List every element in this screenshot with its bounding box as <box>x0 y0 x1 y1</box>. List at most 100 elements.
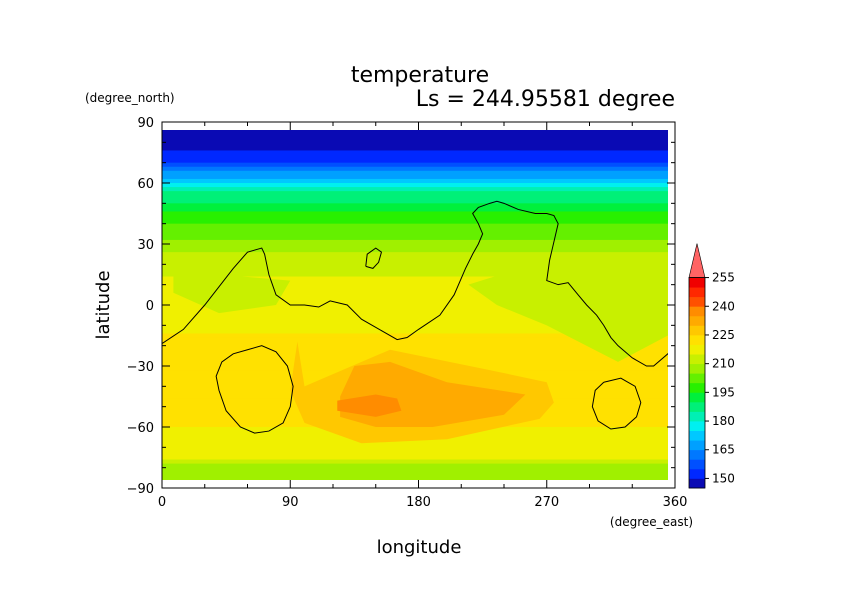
colorbar-swatch <box>689 344 705 355</box>
colorbar-swatch <box>689 315 705 326</box>
temperature-band <box>162 158 668 164</box>
temperature-band <box>162 166 668 172</box>
temperature-band <box>162 211 668 217</box>
y-axis-label: latitude <box>93 270 114 339</box>
colorbar-label: 180 <box>712 414 735 428</box>
cool-region <box>589 268 661 322</box>
temperature-band <box>162 313 668 318</box>
colorbar-label: 255 <box>712 271 735 285</box>
temperature-band <box>162 227 668 233</box>
temperature-band <box>162 244 668 249</box>
temperature-band <box>162 183 668 188</box>
temperature-band <box>162 455 668 461</box>
x-tick-label: 360 <box>663 495 688 510</box>
temperature-band <box>162 292 668 298</box>
temperature-band <box>162 170 668 176</box>
temperature-band <box>162 459 668 465</box>
chart-title: temperature <box>351 63 489 88</box>
temperature-band <box>162 187 668 192</box>
colorbar-swatch <box>689 363 705 374</box>
temperature-band <box>162 162 668 168</box>
temperature-band <box>162 309 668 314</box>
temperature-band <box>162 130 668 135</box>
warm-region <box>337 394 402 417</box>
temperature-band <box>162 199 668 204</box>
temperature-band <box>162 264 668 269</box>
colorbar-label: 165 <box>712 443 735 457</box>
y-tick-label: 60 <box>137 177 154 192</box>
colorbar-extend-arrow <box>688 243 706 278</box>
temperature-band <box>162 333 668 339</box>
chart-subtitle: Ls = 244.95581 degree <box>416 87 675 112</box>
colorbar-swatch <box>689 421 705 432</box>
temperature-band <box>162 321 668 326</box>
colorbar-label: 150 <box>712 471 735 485</box>
contour-line <box>365 247 383 269</box>
temperature-band <box>162 154 668 160</box>
temperature-band <box>162 479 668 480</box>
colorbar-swatch <box>689 411 705 422</box>
temperature-band <box>162 268 668 274</box>
temperature-band <box>162 215 668 221</box>
x-tick-label: 0 <box>158 495 166 510</box>
x-tick-label: 180 <box>406 495 431 510</box>
colorbar-swatch <box>689 306 705 317</box>
temperature-band <box>162 252 668 257</box>
temperature-band <box>162 463 668 469</box>
temperature-band <box>162 219 668 225</box>
temperature-band <box>162 288 668 294</box>
colorbar-swatch <box>689 277 705 288</box>
cool-region <box>173 260 291 314</box>
axes: 0 90 180 270 360 90 60 30 0 −30 −60 −90 <box>127 116 688 510</box>
y-tick-label: 0 <box>146 299 154 314</box>
contour-line <box>162 200 668 367</box>
colorbar-label: 195 <box>712 385 735 399</box>
temperature-band <box>162 142 668 147</box>
colorbar-swatch <box>689 440 705 451</box>
colorbar-swatch <box>689 459 705 470</box>
colorbar-swatch <box>689 478 705 489</box>
y-tick-label: 90 <box>137 116 154 131</box>
temperature-band <box>162 325 668 330</box>
x-tick-label: 90 <box>282 495 299 510</box>
y-units-label: (degree_north) <box>85 91 175 105</box>
colorbar-swatch <box>689 325 705 336</box>
temperature-band <box>162 134 668 139</box>
colorbar-swatch <box>689 296 705 307</box>
temperature-band <box>162 178 668 184</box>
temperature-band <box>162 191 668 196</box>
x-units-label: (degree_east) <box>610 515 693 529</box>
colorbar-swatch <box>689 468 705 479</box>
colorbar: 150 165 180 195 210 225 240 255 <box>688 243 735 489</box>
temperature-band <box>162 239 668 245</box>
y-tick-label: −30 <box>127 360 154 375</box>
temperature-band <box>162 207 668 213</box>
colorbar-swatch <box>689 373 705 384</box>
colorbar-label: 225 <box>712 328 735 342</box>
colorbar-label: 210 <box>712 357 735 371</box>
temperature-band <box>162 195 668 200</box>
temperature-band <box>162 223 668 229</box>
temperature-band <box>162 349 668 355</box>
temperature-band <box>162 475 668 480</box>
temperature-band <box>162 235 668 241</box>
colorbar-swatch <box>689 392 705 403</box>
temperature-band <box>162 471 668 477</box>
temperature-band <box>162 276 668 282</box>
colorbar-swatch <box>689 354 705 365</box>
colorbar-swatch <box>689 449 705 460</box>
temperature-band <box>162 272 668 278</box>
topography-contours <box>162 200 668 434</box>
temperature-band <box>162 439 668 444</box>
temperature-band <box>162 231 668 237</box>
colorbar-swatch <box>689 382 705 393</box>
temperature-band <box>162 284 668 290</box>
temperature-band <box>162 260 668 265</box>
colorbar-label: 240 <box>712 299 735 313</box>
temperature-band <box>162 447 668 452</box>
colorbar-frame <box>688 277 706 489</box>
temperature-band <box>162 300 668 306</box>
x-tick-label: 270 <box>534 495 559 510</box>
temperature-band <box>162 203 668 208</box>
